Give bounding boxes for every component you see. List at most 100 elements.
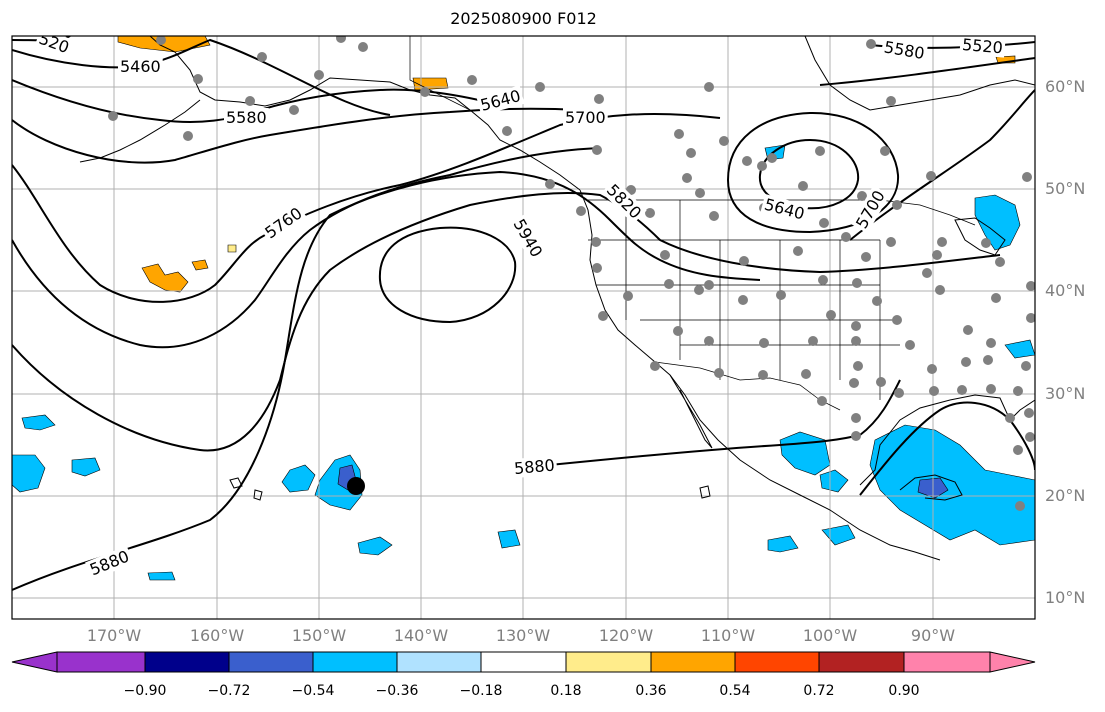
contour-5760-ne bbox=[849, 89, 1035, 241]
shade-west-pacific-2 bbox=[71, 457, 101, 477]
contour-5880 bbox=[12, 170, 761, 591]
lat-label: 10°N bbox=[1045, 588, 1086, 607]
colorbar-extend-right bbox=[989, 651, 1036, 673]
contour-5880-gulf bbox=[859, 401, 1035, 496]
shade-subtropic-5 bbox=[147, 571, 176, 581]
shade-west-pacific-1 bbox=[12, 454, 46, 493]
shade-gulf-mexico bbox=[869, 424, 1035, 546]
lat-label: 20°N bbox=[1045, 486, 1086, 505]
lon-label: 100°W bbox=[802, 626, 858, 645]
lat-label: 40°N bbox=[1045, 281, 1086, 300]
contour-label-background bbox=[118, 57, 163, 76]
border-states-2 bbox=[588, 239, 900, 346]
colorbar-tick-label: −0.90 bbox=[123, 683, 167, 699]
map-layers: 520 5460 5580 5640 5700 5760 5820 5940 5… bbox=[12, 35, 1035, 619]
shade-pos-pacific-2 bbox=[191, 259, 209, 271]
lat-label: 50°N bbox=[1045, 179, 1086, 198]
lon-label: 90°W bbox=[910, 626, 956, 645]
contour-label-background bbox=[959, 36, 1006, 58]
shade-subtropic-2 bbox=[497, 529, 521, 549]
map-frame bbox=[11, 35, 1036, 620]
lon-label: 110°W bbox=[700, 626, 756, 645]
shade-subtropic-1 bbox=[357, 536, 393, 556]
contour-5880-east bbox=[519, 379, 901, 469]
hawaii-islands bbox=[229, 477, 711, 501]
colorbar-cell bbox=[903, 651, 991, 673]
colorbar-cell bbox=[144, 651, 230, 673]
colorbar-cell bbox=[734, 651, 820, 673]
colorbar-tick-label: 0.72 bbox=[803, 683, 835, 699]
contour-label-background bbox=[34, 36, 74, 58]
lon-label: 160°W bbox=[189, 626, 245, 645]
contour-5640-ne bbox=[819, 57, 1035, 86]
contour-label-background bbox=[224, 108, 269, 127]
contour-label: 5580 bbox=[226, 108, 267, 127]
shade-mexico-south bbox=[819, 469, 849, 493]
colorbar-cell bbox=[818, 651, 905, 673]
colorbar-tick-label: 0.54 bbox=[719, 683, 751, 699]
colorbar-tick-label: 0.36 bbox=[635, 683, 667, 699]
shade-subtropic-3 bbox=[767, 535, 799, 553]
coast-hudson bbox=[804, 36, 1035, 111]
contour-label: 5520 bbox=[961, 35, 1003, 57]
lat-label: 30°N bbox=[1045, 384, 1086, 403]
border-canada-us bbox=[588, 199, 976, 226]
contour-label-background bbox=[601, 178, 647, 224]
contour-5820 bbox=[12, 192, 1001, 452]
contour-label-background bbox=[85, 545, 134, 581]
contour-label-background bbox=[563, 108, 608, 127]
contour-5760 bbox=[12, 147, 601, 349]
shade-pos-pacific bbox=[141, 263, 189, 293]
shade-great-lakes bbox=[974, 194, 1021, 251]
lon-label: 140°W bbox=[393, 626, 449, 645]
contour-label-background bbox=[880, 36, 928, 64]
colorbar bbox=[11, 651, 1036, 673]
contour-5940 bbox=[378, 226, 517, 324]
coast-baja bbox=[669, 374, 713, 449]
contour-label-background bbox=[476, 85, 525, 116]
contour-label: 5880 bbox=[513, 456, 555, 478]
shade-west-pacific-3 bbox=[21, 414, 56, 431]
coast-great-lakes bbox=[954, 217, 1006, 256]
shade-carolinas bbox=[1004, 339, 1035, 359]
lat-label: 60°N bbox=[1045, 77, 1086, 96]
contour-5460 bbox=[12, 38, 391, 116]
lon-label: 150°W bbox=[291, 626, 347, 645]
colorbar-tick-label: 0.90 bbox=[888, 683, 920, 699]
colorbar-cell bbox=[650, 651, 736, 673]
storm-center-marker bbox=[347, 477, 365, 495]
colorbar-tick-label: 0.18 bbox=[550, 683, 582, 699]
coast-west-us bbox=[579, 189, 941, 561]
shade-pos-small-1 bbox=[227, 244, 237, 253]
colorbar-tick-label: −0.18 bbox=[459, 683, 503, 699]
map-title: 2025080900 F012 bbox=[450, 9, 597, 28]
border-states-1 bbox=[625, 200, 881, 400]
colorbar-cell bbox=[56, 651, 146, 673]
graticule bbox=[12, 36, 1035, 619]
contour-5700-low bbox=[726, 111, 900, 234]
shade-hawaii-west bbox=[281, 464, 316, 493]
lon-label: 130°W bbox=[495, 626, 551, 645]
anomaly-shading bbox=[12, 36, 1035, 581]
coast-yucatan bbox=[899, 474, 963, 501]
colorbar-extend-left bbox=[11, 651, 58, 673]
colorbar-tick-label: −0.54 bbox=[291, 683, 335, 699]
contour-label-background bbox=[851, 185, 890, 234]
lon-label: 120°W bbox=[598, 626, 654, 645]
station-dots bbox=[108, 36, 1035, 511]
contour-label: 5700 bbox=[565, 108, 606, 127]
contour-label-background bbox=[508, 213, 548, 263]
colorbar-cell bbox=[565, 651, 652, 673]
colorbar-tick-label: −0.36 bbox=[375, 683, 419, 699]
colorbar-cell bbox=[228, 651, 314, 673]
colorbar-tick-label: −0.72 bbox=[207, 683, 251, 699]
colorbar-cell bbox=[312, 651, 398, 673]
lon-label: 170°W bbox=[86, 626, 142, 645]
coast-alaska bbox=[149, 36, 581, 191]
contour-label-background bbox=[760, 194, 809, 224]
contour-label-background bbox=[259, 202, 308, 244]
contour-label-background bbox=[511, 455, 558, 479]
colorbar-cell bbox=[480, 651, 567, 673]
border-alaska-canada bbox=[409, 36, 471, 111]
